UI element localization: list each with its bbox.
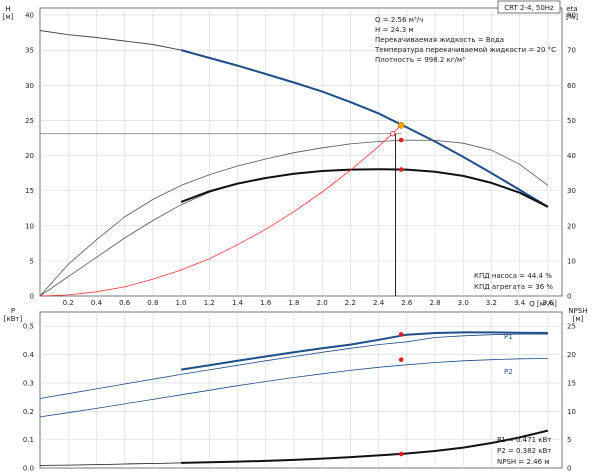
x-tick-label-2: 0.6	[119, 299, 131, 307]
upper-right-tick-3: 30	[567, 187, 576, 195]
curve-p1_thin	[39, 333, 548, 399]
x-tick-label-1: 0.4	[91, 299, 103, 307]
lower-left-tick-4: 0.4	[23, 351, 35, 359]
x-tick-label-12: 2.6	[401, 299, 413, 307]
upper-left-tick-3: 15	[25, 187, 34, 195]
upper-left-tick-2: 10	[25, 222, 34, 230]
duty-point-head-marker	[397, 122, 405, 129]
upper-left-tick-6: 30	[25, 82, 34, 90]
info-line-liquid: Перекачиваемая жидкость = Вода	[375, 36, 504, 44]
curve-npsh_thin	[39, 462, 182, 466]
upper-left-axis-label-line2: [м]	[3, 13, 14, 21]
x-tick-label-7: 1.6	[260, 299, 272, 307]
x-tick-label-8: 1.8	[288, 299, 299, 307]
x-tick-label-16: 3.4	[514, 299, 526, 307]
upper-left-tick-4: 20	[25, 152, 34, 160]
upper-ticks: 0.2 0.4 0.6 0.8 1.0 1.2 1.4 1.6 1.8 2.0 2.2 2.4 2.6 2…	[25, 12, 576, 307]
x-tick-label-5: 1.2	[204, 299, 215, 307]
x-tick-label-13: 2.8	[429, 299, 440, 307]
upper-right-tick-1: 10	[567, 257, 576, 265]
upper-right-tick-7: 70	[567, 47, 576, 55]
curve-eta_pump_thin	[39, 139, 549, 297]
result-unit-efficiency: КПД агрегата = 36 %	[474, 283, 553, 291]
upper-right-tick-8: 80	[567, 12, 576, 20]
duty-point-npsh-marker	[398, 451, 404, 457]
upper-left-tick-8: 40	[25, 12, 34, 20]
duty-point-reference-marker	[390, 131, 396, 137]
curve-p1_thick	[180, 331, 548, 371]
upper-left-tick-0: 0	[30, 293, 34, 301]
lower-ticks: 0.0 0.1 0.2 0.3 0.4 0.5 0 5 10 15 20 25	[23, 323, 576, 473]
lower-left-axis-label-line2: [кВт]	[4, 315, 23, 323]
x-tick-label-0: 0.2	[63, 299, 74, 307]
result-p1: P1 = 0.471 кВт	[497, 436, 551, 444]
lower-right-tick-3: 15	[567, 379, 576, 387]
upper-plot-frame	[39, 7, 563, 297]
lower-right-axis-label-line1: NPSH	[568, 307, 587, 315]
upper-right-tick-6: 60	[567, 82, 576, 90]
series-label-p2: P2	[504, 368, 513, 376]
info-line-head: H = 24.3 м	[375, 26, 414, 34]
upper-series	[39, 30, 549, 297]
x-tick-label-17: 3.6	[542, 299, 554, 307]
duty-point-p1-marker	[398, 332, 404, 337]
info-line-temperature: Температура перекачиваемой жидкости = 20…	[374, 46, 556, 54]
curve-npsh_thick	[181, 429, 549, 464]
duty-point-unit-eta-marker	[398, 167, 404, 172]
upper-left-tick-1: 5	[30, 257, 34, 265]
lower-right-tick-0: 0	[567, 465, 571, 473]
upper-right-tick-5: 50	[567, 117, 576, 125]
lower-right-tick-5: 25	[567, 323, 576, 331]
lower-right-tick-2: 10	[567, 408, 576, 416]
lower-left-tick-2: 0.2	[23, 408, 34, 416]
lower-left-tick-5: 0.5	[23, 323, 34, 331]
result-pump-efficiency: КПД насоса = 44.4 %	[474, 272, 552, 280]
upper-left-tick-7: 35	[25, 47, 34, 55]
upper-x-axis-label: Q [м³/ч]	[529, 300, 557, 308]
upper-right-tick-2: 20	[567, 222, 576, 230]
chart-title: CRT 2-4, 50Hz	[504, 4, 554, 12]
x-tick-label-3: 0.8	[147, 299, 158, 307]
x-tick-label-6: 1.4	[232, 299, 244, 307]
lower-left-tick-3: 0.3	[23, 379, 34, 387]
upper-grid	[40, 8, 562, 296]
lower-left-tick-0: 0.0	[23, 465, 34, 473]
upper-right-axis-label-line2: [%]	[566, 13, 578, 21]
lower-right-tick-4: 20	[567, 351, 576, 359]
x-tick-label-14: 3.0	[458, 299, 469, 307]
info-line-flow: Q = 2.56 м³/ч	[375, 16, 423, 24]
upper-left-axis-label-line1: H	[5, 5, 10, 13]
lower-plot-frame	[39, 311, 563, 469]
series-label-p1: P1	[504, 333, 513, 341]
x-tick-label-10: 2.2	[345, 299, 356, 307]
curve-p2	[39, 358, 548, 418]
lower-left-tick-1: 0.1	[23, 436, 34, 444]
curve-head_range	[180, 49, 549, 208]
chart-title-box	[497, 0, 561, 14]
x-tick-label-15: 3.2	[486, 299, 497, 307]
curve-eta_unit_thick	[180, 168, 549, 208]
upper-right-axis-label-line1: eta	[566, 5, 577, 13]
x-tick-label-11: 2.4	[373, 299, 385, 307]
lower-right-tick-1: 5	[567, 436, 571, 444]
x-tick-label-9: 2.0	[317, 299, 328, 307]
lower-right-axis-label-line2: [м]	[573, 315, 584, 323]
curve-system_curve	[39, 125, 402, 297]
x-tick-label-4: 1.0	[176, 299, 187, 307]
result-npsh: NPSH = 2.46 м	[497, 458, 550, 466]
upper-left-tick-5: 25	[25, 117, 34, 125]
upper-right-tick-4: 40	[567, 152, 576, 160]
lower-left-axis-label-line1: P	[11, 307, 15, 315]
lower-grid	[40, 312, 562, 468]
duty-point-p2-marker	[398, 357, 404, 362]
upper-right-tick-0: 0	[567, 293, 571, 301]
duty-point-pump-eta-marker	[398, 137, 404, 143]
lower-series	[39, 331, 549, 466]
info-line-density: Плотность = 998.2 кг/м³	[375, 56, 465, 64]
result-p2: P2 = 0.382 кВт	[497, 447, 551, 455]
